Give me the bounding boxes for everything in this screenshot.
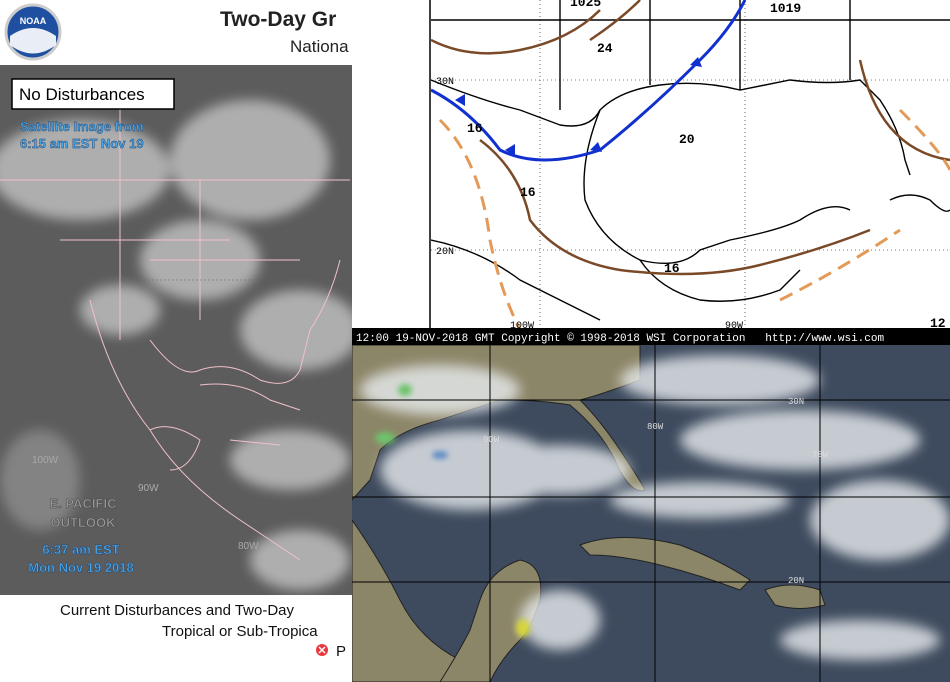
page-subtitle: Nationa: [290, 37, 349, 56]
lon-label: 80W: [238, 541, 259, 552]
lat-label: 30N: [788, 397, 804, 407]
logo-bird: [10, 28, 56, 54]
legend-text: P: [336, 643, 346, 660]
lon-label: 100W: [510, 321, 534, 332]
isobar-label: 1019: [770, 1, 801, 16]
isobar-label: 12: [930, 316, 946, 331]
wsi-satellite: 30N 20N 90W 80W 70W: [352, 345, 950, 682]
isobar-label: 24: [597, 41, 613, 56]
footer-line: Current Disturbances and Two-Day: [60, 602, 294, 619]
lat-label: 30N: [436, 77, 454, 88]
status-text: No Disturbances: [19, 85, 145, 104]
isobar-label: 16: [467, 121, 483, 136]
footer: Current Disturbances and Two-Day Tropica…: [60, 602, 346, 660]
footer-line: Tropical or Sub-Tropica: [162, 623, 318, 640]
outlook-label: OUTLOOK: [51, 515, 117, 530]
surface-map: 1019 24 20 16 16 16 12 1025 30N 20N 100W…: [431, 0, 950, 332]
lon-label: 90W: [138, 483, 159, 494]
surface-map-bg: [352, 0, 950, 330]
left-satellite-map: No Disturbances Satellite Image from 6:1…: [0, 65, 352, 595]
outlook-time: Mon Nov 19 2018: [28, 560, 134, 575]
lon-label: 90W: [725, 321, 743, 332]
banner-text: 12:00 19-NOV-2018 GMT Copyright © 1998-2…: [356, 333, 884, 345]
lon-label: 90W: [483, 435, 500, 445]
banner-bg: [352, 328, 950, 345]
outlook-label: E. PACIFIC: [50, 496, 118, 511]
isobar-label: 1025: [570, 0, 601, 10]
lon-label: 100W: [32, 455, 59, 466]
lon-label: 70W: [812, 450, 829, 460]
lon-label: 80W: [647, 422, 664, 432]
lat-label: 20N: [788, 576, 804, 586]
header: NOAA Two-Day Gr Nationa: [4, 3, 349, 61]
lat-label: 20N: [436, 247, 454, 258]
isobar-label: 16: [664, 261, 680, 276]
isobar-label: 20: [679, 132, 695, 147]
logo-text: NOAA: [20, 16, 47, 26]
outlook-time: 6:37 am EST: [42, 542, 119, 557]
satellite-time: 6:15 am EST Nov 19: [20, 136, 144, 151]
isobar-label: 16: [520, 185, 536, 200]
status-box: [11, 78, 175, 110]
satellite-time: Satellite Image from: [20, 119, 144, 134]
page-title: Two-Day Gr: [220, 8, 336, 31]
